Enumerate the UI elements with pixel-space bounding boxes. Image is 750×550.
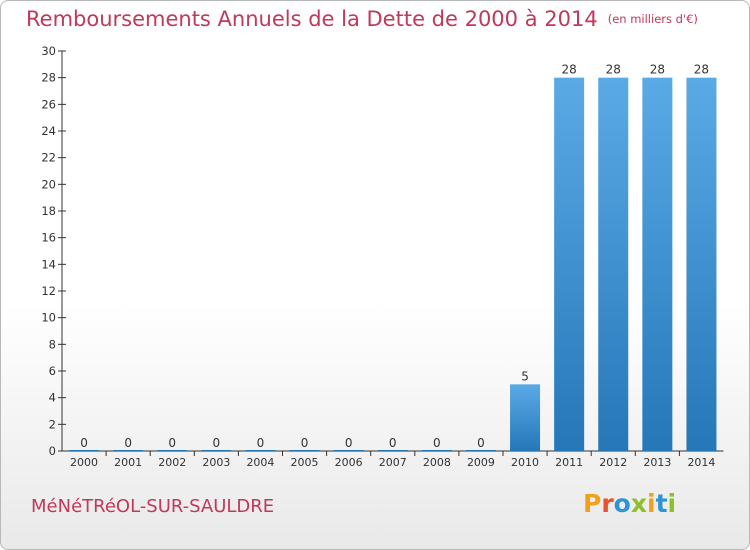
value-label: 0: [124, 436, 132, 450]
y-tick-label: 10: [41, 311, 56, 325]
value-label: 0: [433, 436, 441, 450]
x-tick-label: 2000: [70, 456, 98, 469]
logo-letter: x: [630, 489, 647, 518]
x-tick-label: 2006: [335, 456, 363, 469]
city-name: MéNéTRéOL-SUR-SAULDRE: [31, 496, 275, 517]
proxiti-logo: Proxiti: [583, 489, 676, 518]
bar: [201, 450, 232, 451]
logo-letter: i: [667, 489, 677, 518]
bar: [245, 450, 276, 451]
y-tick-label: 12: [41, 284, 56, 298]
bar: [686, 77, 717, 452]
bar: [113, 450, 144, 451]
bar: [598, 77, 629, 452]
y-tick-label: 8: [49, 337, 56, 351]
y-tick-label: 4: [49, 391, 56, 405]
x-tick-label: 2013: [643, 456, 671, 469]
value-label: 28: [694, 63, 709, 77]
bar: [421, 450, 452, 451]
value-label: 0: [80, 436, 88, 450]
bar: [289, 450, 320, 451]
x-tick-label: 2007: [379, 456, 407, 469]
y-tick-label: 20: [41, 177, 56, 191]
x-tick-label: 2012: [599, 456, 627, 469]
x-tick-label: 2011: [555, 456, 583, 469]
y-tick-label: 28: [41, 71, 56, 85]
y-tick-label: 6: [49, 364, 56, 378]
bar: [510, 384, 541, 451]
y-tick-label: 18: [41, 204, 56, 218]
value-label: 0: [389, 436, 397, 450]
title-text: Remboursements Annuels de la Dette de 20…: [26, 7, 598, 31]
unit-label: (en milliers d'€): [607, 12, 698, 26]
logo-letter: o: [613, 489, 631, 518]
value-label: 0: [257, 436, 265, 450]
x-tick-label: 2008: [423, 456, 451, 469]
bar: [333, 450, 364, 451]
x-tick-label: 2002: [158, 456, 186, 469]
x-tick-label: 2001: [114, 456, 142, 469]
value-label: 0: [345, 436, 353, 450]
value-label: 0: [477, 436, 485, 450]
bar: [465, 450, 496, 451]
logo-letter: P: [583, 489, 602, 518]
x-tick-label: 2010: [511, 456, 539, 469]
y-tick-label: 26: [41, 97, 56, 111]
value-label: 28: [650, 63, 665, 77]
value-label: 28: [562, 63, 577, 77]
y-tick-label: 24: [41, 124, 56, 138]
logo-letter: t: [655, 489, 668, 518]
bar: [69, 450, 100, 451]
bar: [157, 450, 188, 451]
x-tick-label: 2009: [467, 456, 495, 469]
logo-letter: i: [647, 489, 656, 518]
logo-letter: r: [601, 489, 614, 518]
value-label: 0: [213, 436, 221, 450]
x-tick-label: 2004: [246, 456, 274, 469]
y-tick-label: 16: [41, 231, 56, 245]
chart-title: Remboursements Annuels de la Dette de 20…: [26, 7, 698, 31]
value-label: 0: [301, 436, 309, 450]
x-tick-label: 2014: [687, 456, 715, 469]
x-tick-label: 2005: [291, 456, 319, 469]
y-tick-label: 2: [49, 417, 56, 431]
value-label: 5: [521, 369, 529, 383]
y-tick-label: 0: [49, 444, 56, 458]
bar: [642, 77, 673, 452]
y-tick-label: 30: [41, 44, 56, 58]
value-label: 0: [168, 436, 176, 450]
value-label: 28: [606, 63, 621, 77]
y-tick-label: 22: [41, 151, 56, 165]
y-tick-label: 14: [41, 257, 56, 271]
bar: [554, 77, 585, 452]
bar: [377, 450, 408, 451]
x-tick-label: 2003: [202, 456, 230, 469]
